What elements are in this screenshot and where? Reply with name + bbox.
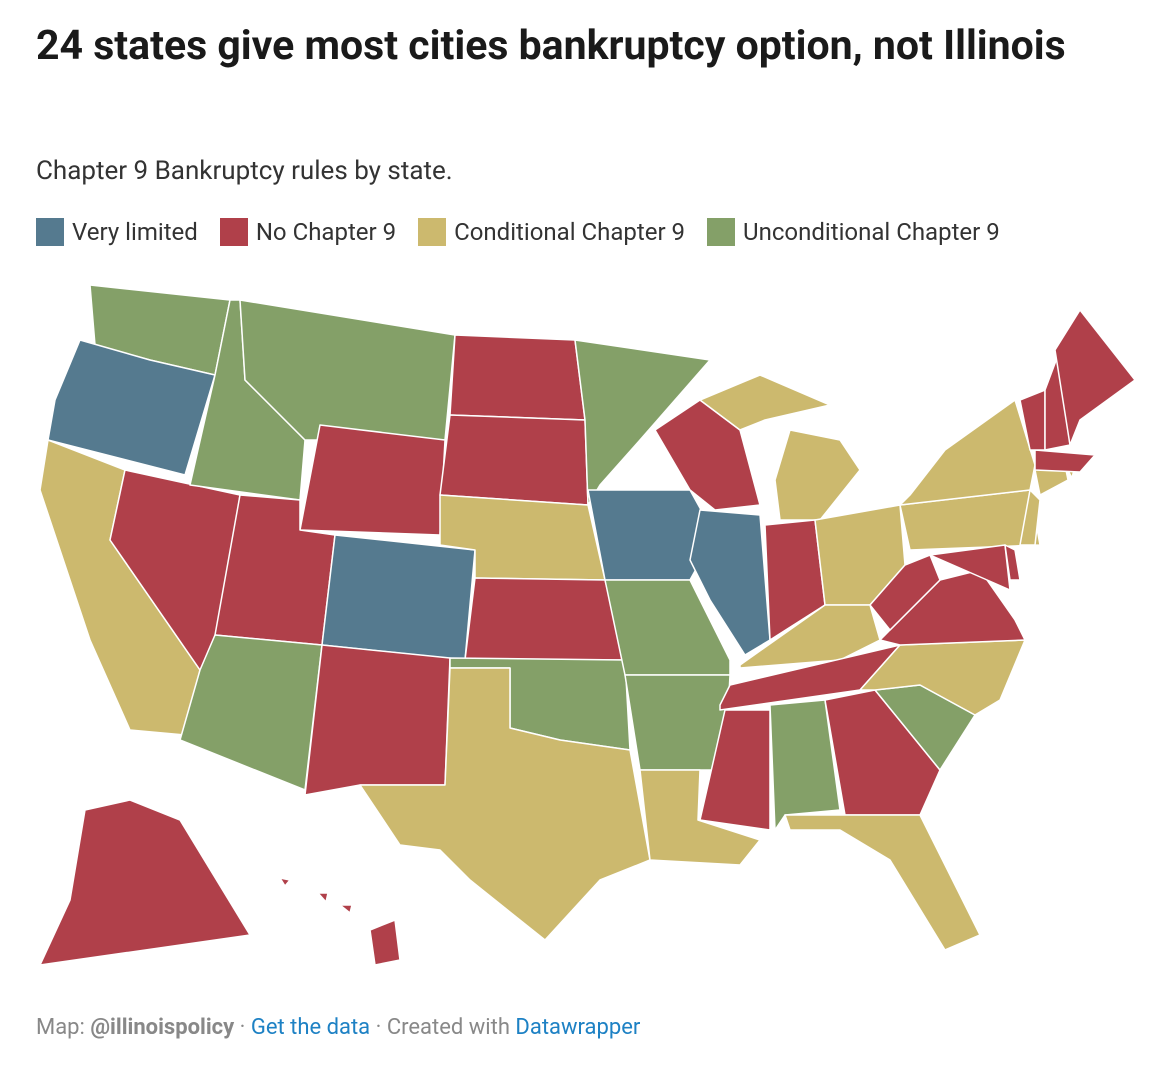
footer: Map: @illinoispolicy · Get the data · Cr…	[36, 1015, 641, 1040]
legend-swatch	[219, 218, 248, 246]
state	[774, 429, 861, 521]
credit-link[interactable]: Datawrapper	[515, 1015, 641, 1040]
credit-label: Created with	[386, 1015, 510, 1040]
legend-item: Conditional Chapter 9	[418, 218, 685, 246]
state	[699, 374, 831, 431]
state	[339, 904, 353, 914]
state	[784, 814, 981, 951]
state	[359, 667, 651, 941]
state	[1019, 489, 1041, 546]
state	[699, 709, 771, 831]
state	[604, 579, 731, 676]
state	[439, 414, 589, 506]
state	[769, 699, 841, 831]
state	[639, 769, 761, 866]
state	[279, 877, 291, 887]
state	[369, 919, 401, 966]
legend-label: Very limited	[72, 218, 198, 246]
state	[39, 799, 251, 966]
legend-swatch	[707, 218, 736, 246]
state	[179, 634, 323, 791]
legend: Very limited No Chapter 9 Conditional Chap…	[36, 218, 1000, 246]
legend-swatch	[418, 218, 447, 246]
legend-item: Very limited	[36, 218, 198, 246]
state	[317, 892, 329, 903]
state	[47, 339, 216, 476]
subtitle: Chapter 9 Bankruptcy rules by state.	[36, 156, 453, 186]
source: @illinoispolicy	[90, 1015, 235, 1040]
legend-item: Unconditional Chapter 9	[707, 218, 1000, 246]
state	[464, 577, 626, 661]
legend-swatch	[36, 218, 64, 246]
map	[39, 284, 1136, 966]
state	[824, 689, 941, 816]
state	[689, 509, 771, 656]
state	[304, 644, 451, 796]
state	[1004, 544, 1021, 581]
state	[299, 424, 446, 536]
state	[869, 554, 941, 631]
legend-label: Unconditional Chapter 9	[743, 218, 1000, 246]
state	[1054, 309, 1136, 446]
state	[899, 399, 1036, 506]
source-label: Map:	[36, 1015, 85, 1040]
state	[1034, 449, 1096, 473]
state	[574, 339, 711, 506]
legend-label: No Chapter 9	[255, 218, 397, 246]
legend-label: Conditional Chapter 9	[454, 218, 686, 246]
title: 24 states give most cities bankruptcy op…	[36, 22, 1066, 70]
legend-item: No Chapter 9	[219, 218, 397, 246]
state	[449, 334, 586, 421]
state	[321, 534, 476, 661]
data-link[interactable]: Get the data	[250, 1015, 371, 1040]
